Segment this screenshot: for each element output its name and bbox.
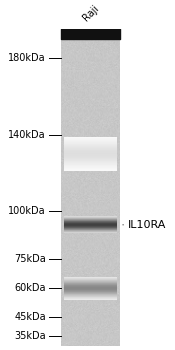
Text: Raji: Raji xyxy=(80,3,100,23)
Text: 60kDa: 60kDa xyxy=(14,283,46,293)
Text: 75kDa: 75kDa xyxy=(14,254,46,264)
Text: 45kDa: 45kDa xyxy=(14,312,46,322)
Text: 140kDa: 140kDa xyxy=(8,130,46,140)
Text: IL10RA: IL10RA xyxy=(128,220,166,230)
Text: 35kDa: 35kDa xyxy=(14,331,46,341)
Text: 180kDa: 180kDa xyxy=(8,53,46,63)
Text: 100kDa: 100kDa xyxy=(8,206,46,216)
